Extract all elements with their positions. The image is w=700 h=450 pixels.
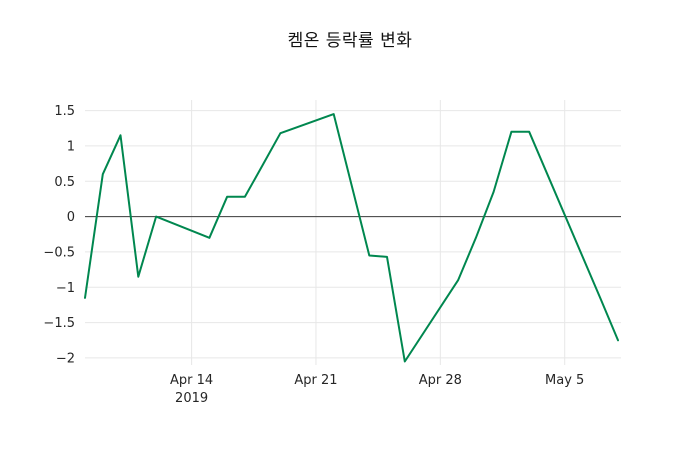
- x-tick-label: May 5: [545, 373, 584, 388]
- y-tick-label: 1: [67, 139, 75, 154]
- series-line: [84, 113, 619, 363]
- x-tick-label: Apr 14: [170, 373, 213, 388]
- y-tick-label: −1: [56, 281, 75, 296]
- y-tick-label: −1.5: [43, 316, 75, 331]
- y-tick-label: 1.5: [54, 104, 75, 119]
- y-tick-label: −0.5: [43, 245, 75, 260]
- x-tick-sublabel: 2019: [175, 391, 208, 406]
- x-tick-label: Apr 28: [419, 373, 462, 388]
- y-tick-label: 0: [67, 210, 75, 225]
- chart-title: 켐온 등락률 변화: [287, 31, 413, 51]
- y-tick-label: 0.5: [54, 175, 75, 190]
- x-tick-label: Apr 21: [294, 373, 337, 388]
- y-tick-label: −2: [56, 351, 75, 366]
